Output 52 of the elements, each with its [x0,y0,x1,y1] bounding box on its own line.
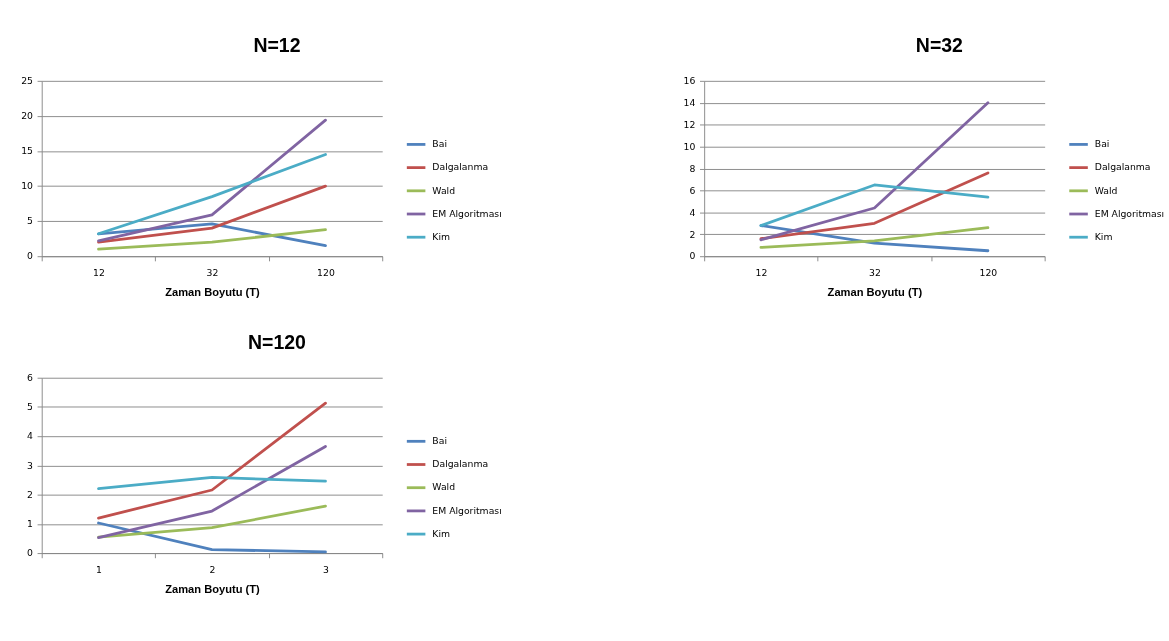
y-tick-label: 20 [21,110,34,122]
legend-label: EM Algoritması [432,207,502,219]
legend-label: Wald [432,184,456,196]
chart-title: N=12 [253,34,301,57]
x-tick-label: 2 [209,564,216,576]
y-tick-label: 2 [27,488,33,500]
y-tick-label: 6 [27,372,34,384]
y-tick-label: 8 [689,162,696,174]
legend-label: Dalgalanma [432,161,489,173]
x-axis-title: Zaman Boyutu (T) [165,285,261,298]
y-tick-label: 16 [683,75,696,87]
chart-title: N=32 [915,34,964,57]
legend-label: Bai [432,138,447,150]
legend-label: Dalgalanma [432,458,489,470]
legend-label: Kim [432,230,451,242]
y-tick-label: 1 [27,518,34,530]
y-tick-label: 0 [689,250,696,262]
legend-label: Dalgalanma [1094,161,1151,173]
x-axis-title: Zaman Boyutu (T) [827,285,923,298]
y-tick-label: 0 [27,250,34,262]
y-tick-label: 15 [21,145,34,157]
x-tick-label: 12 [755,267,768,279]
y-tick-label: 10 [683,140,696,152]
y-tick-label: 4 [27,430,34,442]
x-tick-label: 1 [96,564,103,576]
y-tick-label: 2 [689,228,696,240]
x-tick-label: 3 [323,564,330,576]
x-tick-label: 32 [206,267,219,279]
y-tick-label: 10 [21,180,34,192]
legend-label: Wald [1094,184,1118,196]
y-tick-label: 5 [27,215,34,227]
y-tick-label: 3 [27,459,34,471]
legend-label: Wald [432,481,456,493]
y-tick-label: 12 [683,118,696,130]
y-tick-label: 0 [27,547,34,559]
legend-label: EM Algoritması [432,504,502,516]
y-tick-label: 5 [27,401,34,413]
x-tick-label: 32 [869,267,881,279]
legend-label: Bai [432,435,447,447]
legend-label: Bai [1094,138,1110,150]
legend-label: Kim [1094,230,1113,242]
x-axis-title: Zaman Boyutu (T) [165,582,261,595]
y-tick-label: 25 [21,75,34,87]
y-tick-label: 14 [683,97,696,109]
x-tick-label: 120 [979,267,998,279]
y-tick-label: 6 [689,184,696,196]
x-tick-label: 120 [317,267,335,279]
legend-label: Kim [432,527,451,539]
chart-title: N=120 [247,331,307,353]
legend-label: EM Algoritması [1094,207,1165,219]
x-tick-label: 12 [93,267,105,279]
y-tick-label: 4 [689,206,696,218]
